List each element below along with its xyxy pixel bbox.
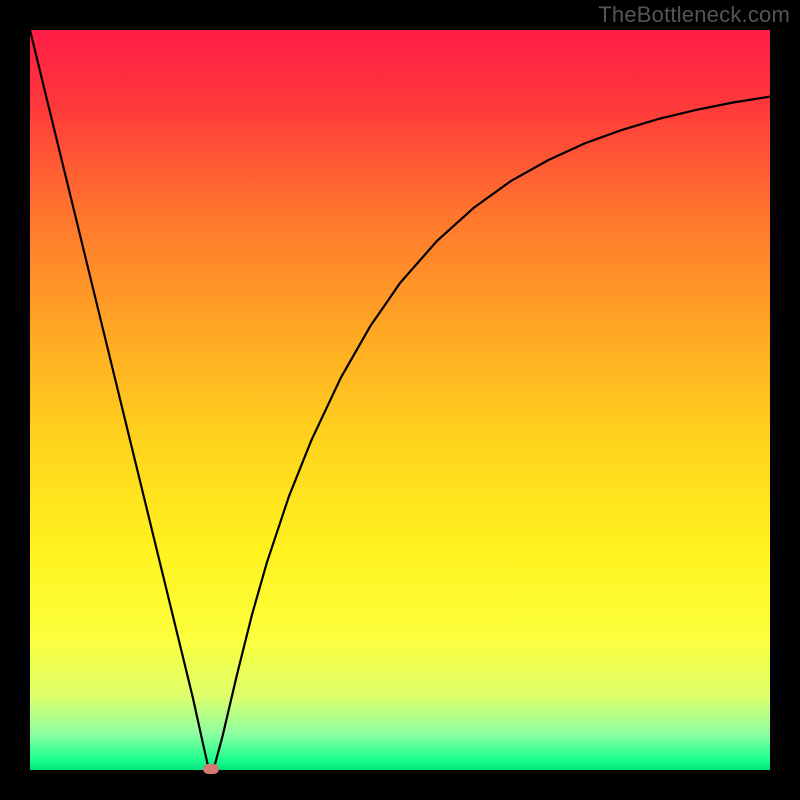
watermark-label: TheBottleneck.com xyxy=(598,2,790,28)
optimum-marker xyxy=(203,764,219,774)
heat-gradient-background xyxy=(30,30,770,770)
chart-frame: TheBottleneck.com xyxy=(0,0,800,800)
plot-area xyxy=(30,30,770,770)
